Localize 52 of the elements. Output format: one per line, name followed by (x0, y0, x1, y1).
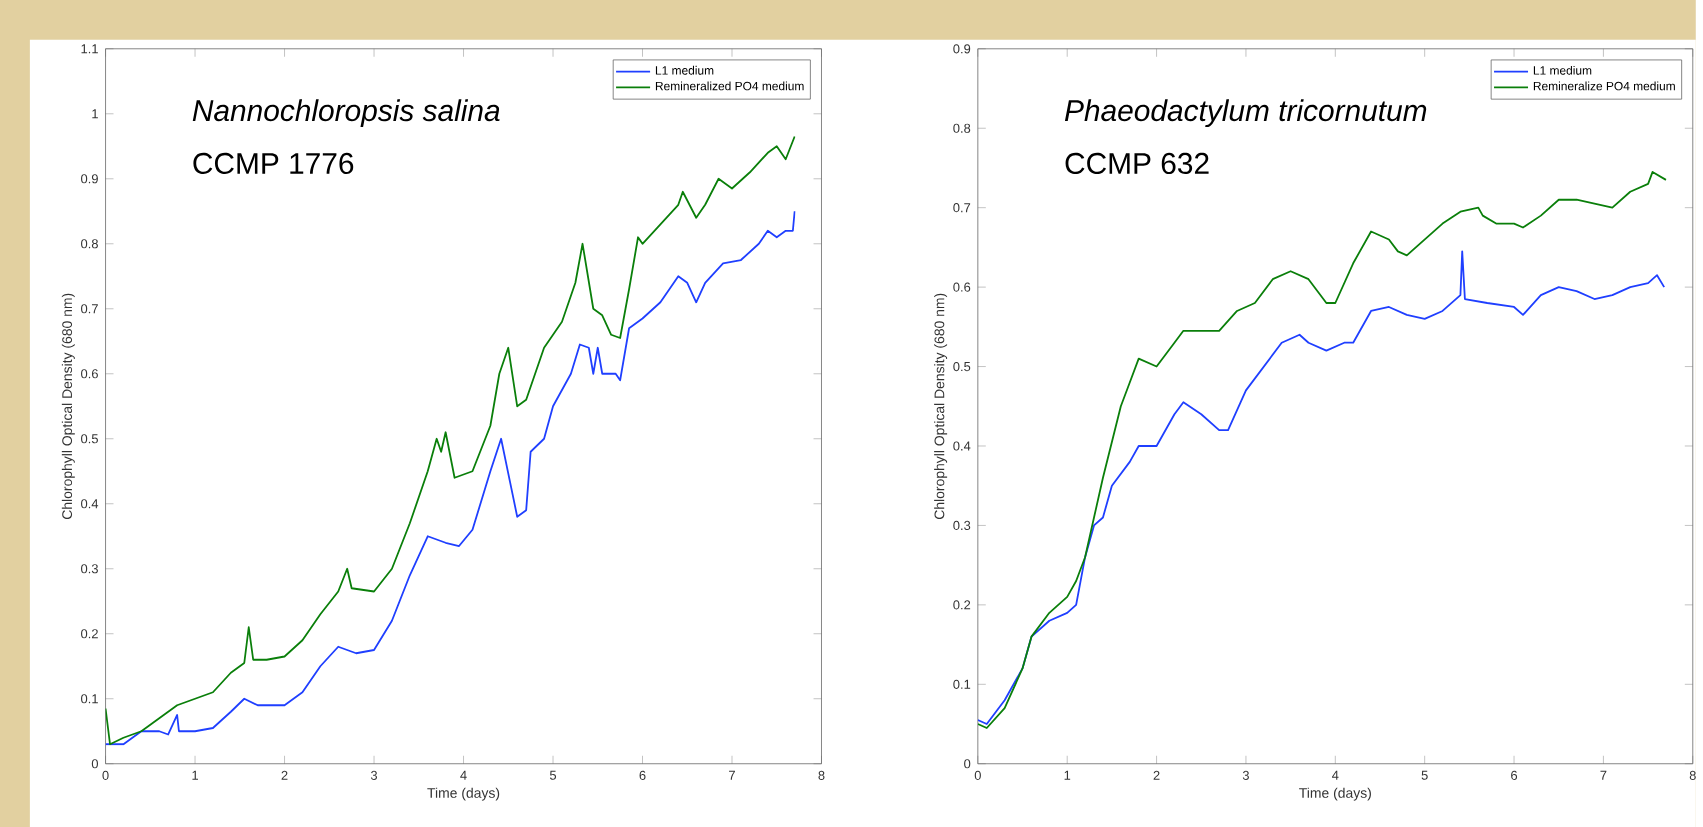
y-tick-label: 0.5 (953, 361, 971, 371)
y-tick-label: 0.3 (953, 520, 971, 530)
y-tick-label: 0.5 (81, 433, 98, 444)
y-tick-label: 0.2 (953, 600, 971, 610)
text: CCMP 632 (1065, 152, 1209, 174)
y-tick-label: 1.1 (81, 44, 98, 54)
x-tick-label: 1 (192, 770, 199, 780)
y-tick-label: 0.2 (81, 628, 98, 639)
x-axis-title: Time (days) (427, 787, 500, 801)
x-tick-label: 1 (1064, 770, 1071, 780)
y-tick-label: 0.7 (81, 303, 98, 314)
x-tick-label: 7 (1600, 770, 1607, 780)
y-tick-label: 0.8 (81, 238, 98, 249)
y-tick-label: 0.6 (81, 368, 98, 379)
x-tick-label: 3 (370, 770, 378, 780)
y-tick-label: 1 (92, 109, 98, 118)
x-tick-label: 8 (1689, 770, 1696, 780)
x-tick-label: 2 (281, 770, 288, 780)
y-axis-title: Chlorophyll Optical Density (680 nm) (934, 293, 948, 519)
x-tick-label: 4 (1332, 770, 1339, 780)
y-tick-label: 0 (964, 758, 971, 769)
x-tick-label: 2 (1153, 770, 1160, 780)
legend-label: Remineralize PO4 medium (1533, 81, 1675, 91)
legend-label: Remineralized PO4 medium (655, 81, 804, 91)
x-axis-title: Time (days) (1299, 787, 1371, 801)
x-tick-label: 3 (1242, 770, 1249, 780)
x-tick-label: 0 (974, 770, 981, 780)
y-tick-label: 0.9 (953, 44, 971, 54)
y-tick-label: 0.4 (81, 498, 99, 509)
y-tick-label: 0.7 (953, 202, 971, 213)
x-tick-label: 0 (102, 770, 109, 780)
legend-label: L1 medium (1533, 65, 1592, 75)
y-tick-label: 0 (91, 758, 98, 769)
y-tick-label: 0.1 (953, 679, 971, 689)
y-tick-label: 0.8 (953, 123, 971, 133)
y-tick-label: 0.9 (81, 173, 98, 184)
y-tick-label: 0.6 (953, 282, 971, 292)
x-tick-label: 5 (1421, 770, 1428, 780)
text: CCMP 1776 (193, 152, 354, 174)
text: Phaeodactylum tricornutum (1064, 99, 1427, 127)
text: Nannochloropsis salina (192, 99, 500, 127)
y-tick-label: 0.4 (953, 441, 971, 451)
x-tick-label: 7 (729, 770, 735, 780)
x-tick-label: 6 (1511, 770, 1518, 780)
x-tick-label: 8 (818, 770, 825, 780)
y-tick-label: 0.3 (81, 563, 98, 574)
x-tick-label: 6 (639, 770, 646, 780)
x-tick-label: 4 (460, 770, 467, 780)
legend-label: L1 medium (655, 65, 714, 75)
y-axis-title: Chlorophyll Optical Density (680 nm) (61, 293, 75, 519)
y-tick-label: 0.1 (81, 693, 98, 704)
x-tick-label: 5 (549, 770, 557, 780)
